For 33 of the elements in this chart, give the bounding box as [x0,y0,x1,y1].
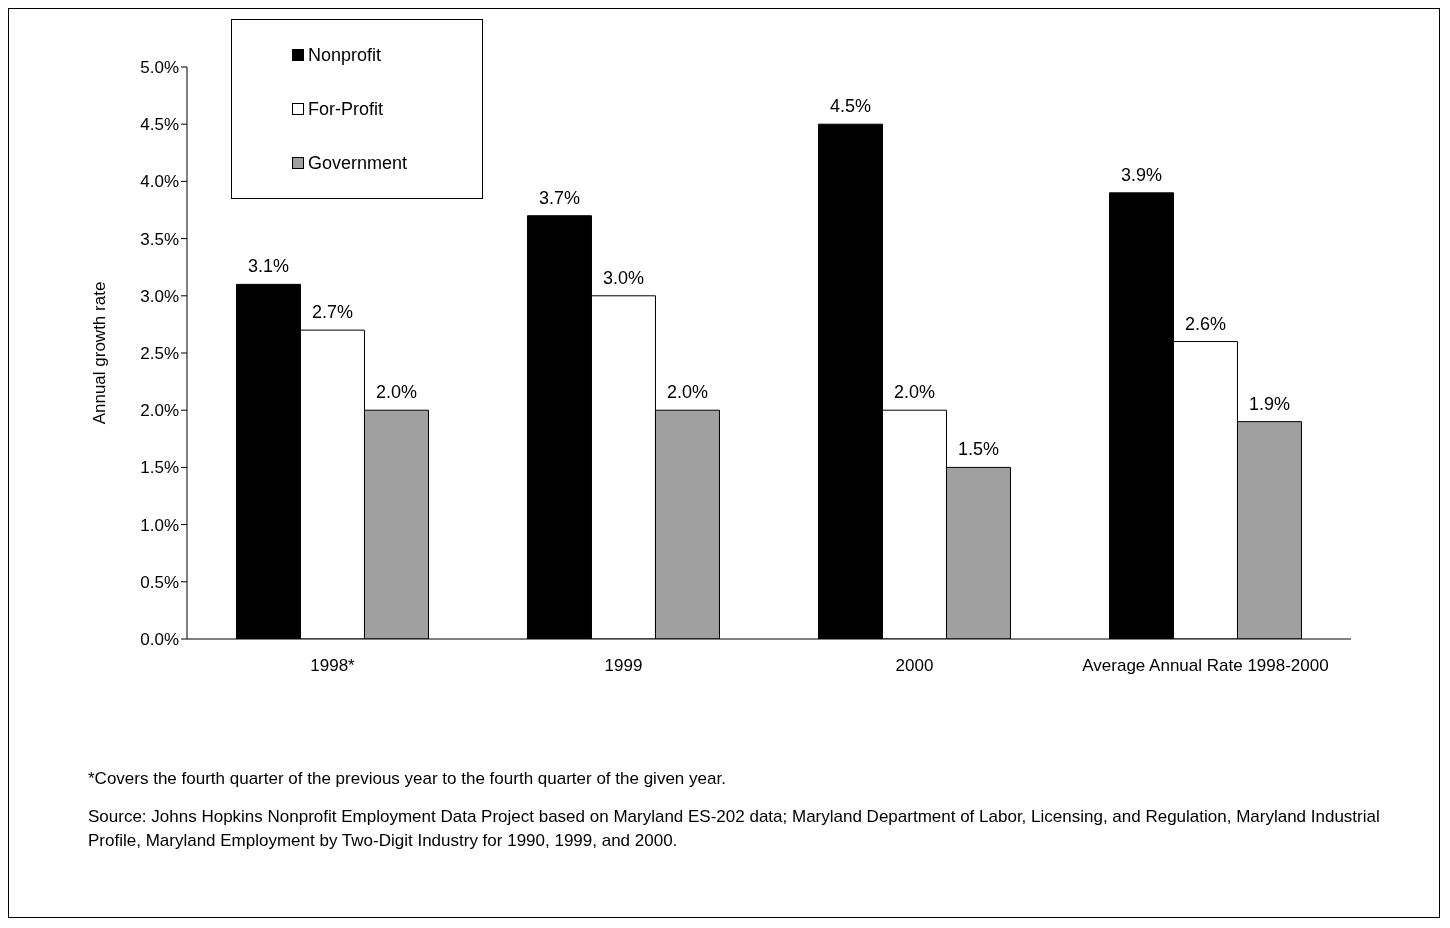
y-tick-label: 3.5% [140,229,179,249]
x-tick-label: 1999 [604,656,643,676]
y-tick-label: 2.0% [140,401,179,421]
y-tick-label: 5.0% [140,58,179,78]
data-label: 2.0% [375,382,417,403]
x-tick-label: 1998* [310,656,356,676]
data-label: 2.0% [893,382,935,403]
text: *Covers the fourth quarter of the previous year to the fourth quarter of the given year. [88,768,727,790]
data-label: 2.0% [666,382,708,403]
data-label: 1.9% [1248,393,1290,414]
y-tick-label: 0.0% [140,630,179,650]
y-axis-title: Annual growth rate [90,281,110,425]
data-label: 3.9% [1120,164,1162,185]
y-tick-label: 1.5% [140,458,179,478]
data-label: 3.7% [538,187,580,208]
legend-label: Nonprofit [308,44,382,67]
y-tick-label: 3.0% [140,286,179,306]
data-label: 3.1% [247,256,289,277]
y-tick-label: 4.0% [140,172,179,192]
data-label: 4.5% [829,96,871,117]
x-tick-label: Average Annual Rate 1998-2000 [1082,656,1329,676]
data-label: 2.6% [1184,313,1226,334]
y-tick-label: 4.5% [140,115,179,135]
source-note: Source: Johns Hopkins Nonprofit Employment Data Project based on Maryland ES-202 data; Maryland Department of Labor, Licensing, and Regulation, Maryland Industrial Profile, Maryland Employment by Two-Digit Industry for 1990, 1999, and 2000. [88,806,1381,852]
x-tick-label: 2000 [895,656,934,676]
data-label: 3.0% [602,267,644,288]
legend-label: For-Profit [308,98,384,121]
legend-label: Government [308,152,408,175]
y-tick-label: 0.5% [140,572,179,592]
data-label: 1.5% [957,439,999,460]
y-tick-label: 2.5% [140,344,179,364]
data-label: 2.7% [311,302,353,323]
y-tick-label: 1.0% [140,515,179,535]
